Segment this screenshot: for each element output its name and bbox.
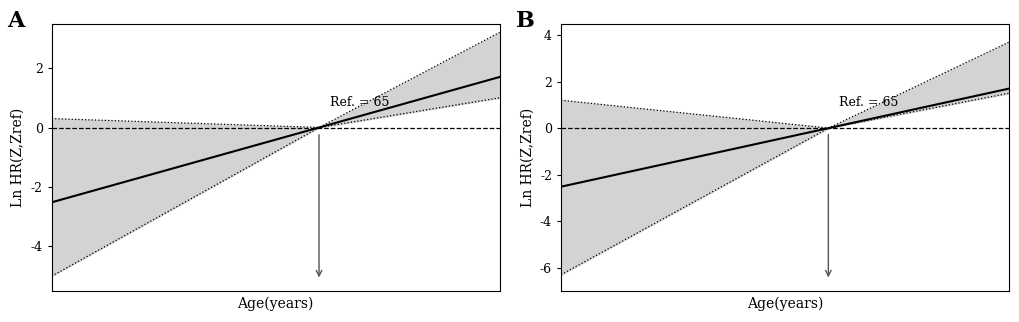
Y-axis label: Ln HR(Z,Zref): Ln HR(Z,Zref) [11, 108, 25, 207]
X-axis label: Age(years): Age(years) [237, 297, 314, 311]
Text: B: B [516, 10, 535, 32]
Text: A: A [7, 10, 24, 32]
Text: Ref. = 65: Ref. = 65 [839, 96, 898, 109]
X-axis label: Age(years): Age(years) [746, 297, 822, 311]
Y-axis label: Ln HR(Z,Zref): Ln HR(Z,Zref) [520, 108, 534, 207]
Text: Ref. = 65: Ref. = 65 [329, 96, 389, 109]
